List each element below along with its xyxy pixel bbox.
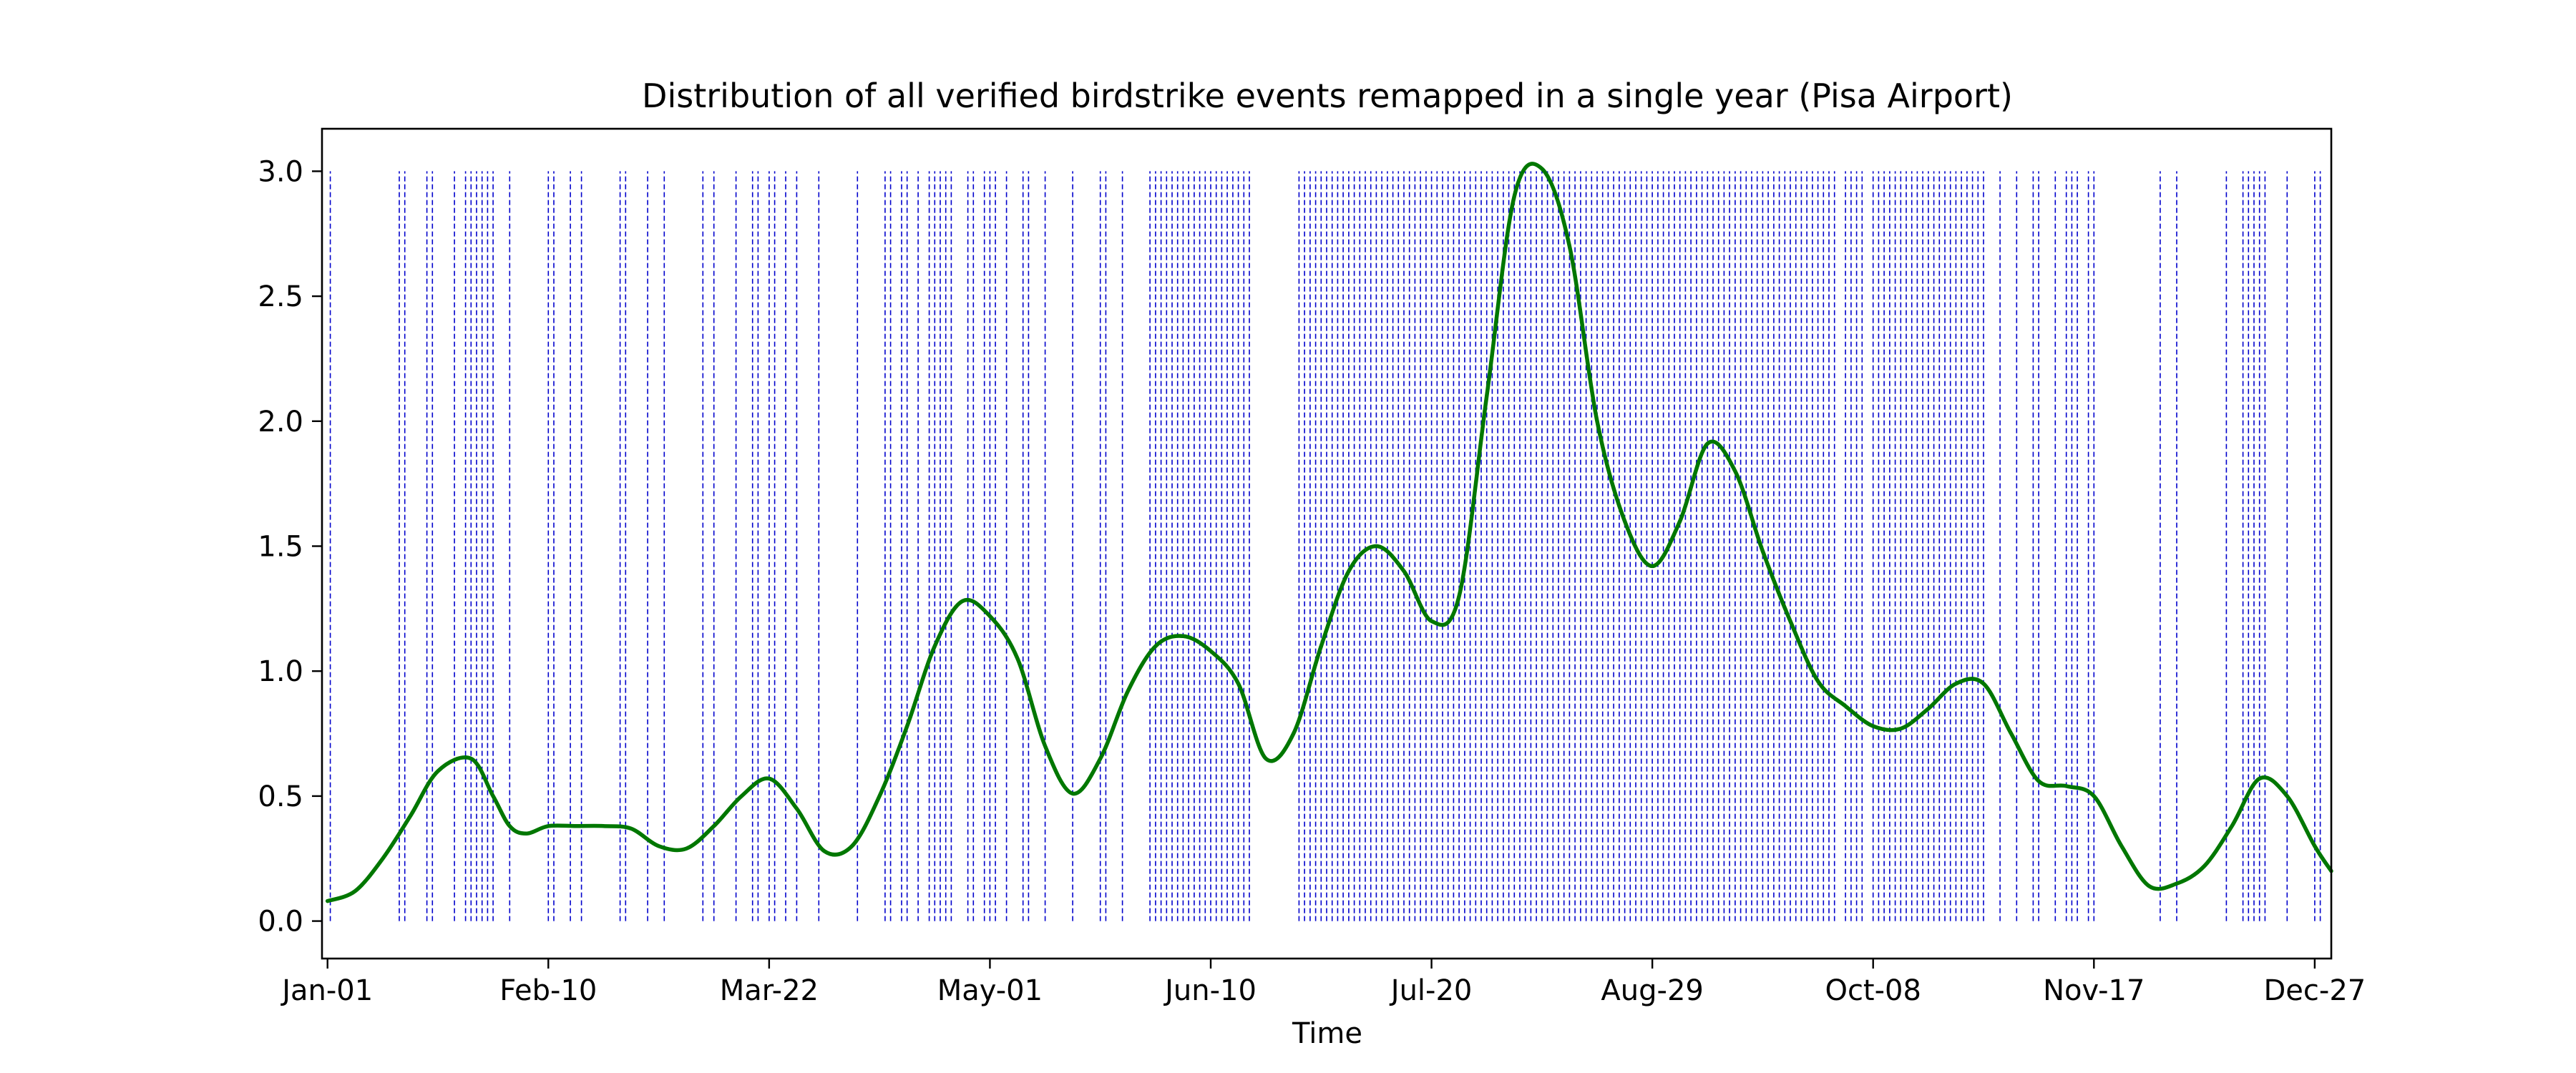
y-tick-label: 3.0 [258,155,303,188]
y-tick-label: 1.0 [258,655,303,688]
x-tick-label: Dec-27 [2263,974,2366,1007]
x-tick-label: Jan-01 [280,974,373,1007]
density-curve [325,162,2333,903]
x-tick-label: Jul-20 [1389,974,1473,1007]
x-tick-label: May-01 [937,974,1043,1007]
x-tick-label: Mar-22 [720,974,819,1007]
x-axis-label: Time [1292,1017,1362,1050]
x-tick-label: Nov-17 [2043,974,2145,1007]
y-tick-label: 0.0 [258,906,303,939]
x-tick-label: Oct-08 [1825,974,1921,1007]
y-tick-label: 0.5 [258,780,303,813]
x-tick-label: Jun-10 [1163,974,1257,1007]
event-lines-group [329,171,2321,921]
x-axis: Jan-01 Feb-10 Mar-22 May-01 Jun-10 Jul-20 Aug-… [280,959,2366,1007]
y-tick-label: 1.5 [258,530,303,563]
x-tick-label: Aug-29 [1601,974,1703,1007]
x-tick-label: Feb-10 [499,974,597,1007]
y-axis: 0.0 0.5 1.0 1.5 2.0 2.5 3.0 [258,155,322,939]
y-tick-label: 2.5 [258,280,303,313]
y-tick-label: 2.0 [258,406,303,438]
chart-title: Distribution of all verified birdstrike … [642,77,2013,115]
plot-frame [321,127,2333,960]
